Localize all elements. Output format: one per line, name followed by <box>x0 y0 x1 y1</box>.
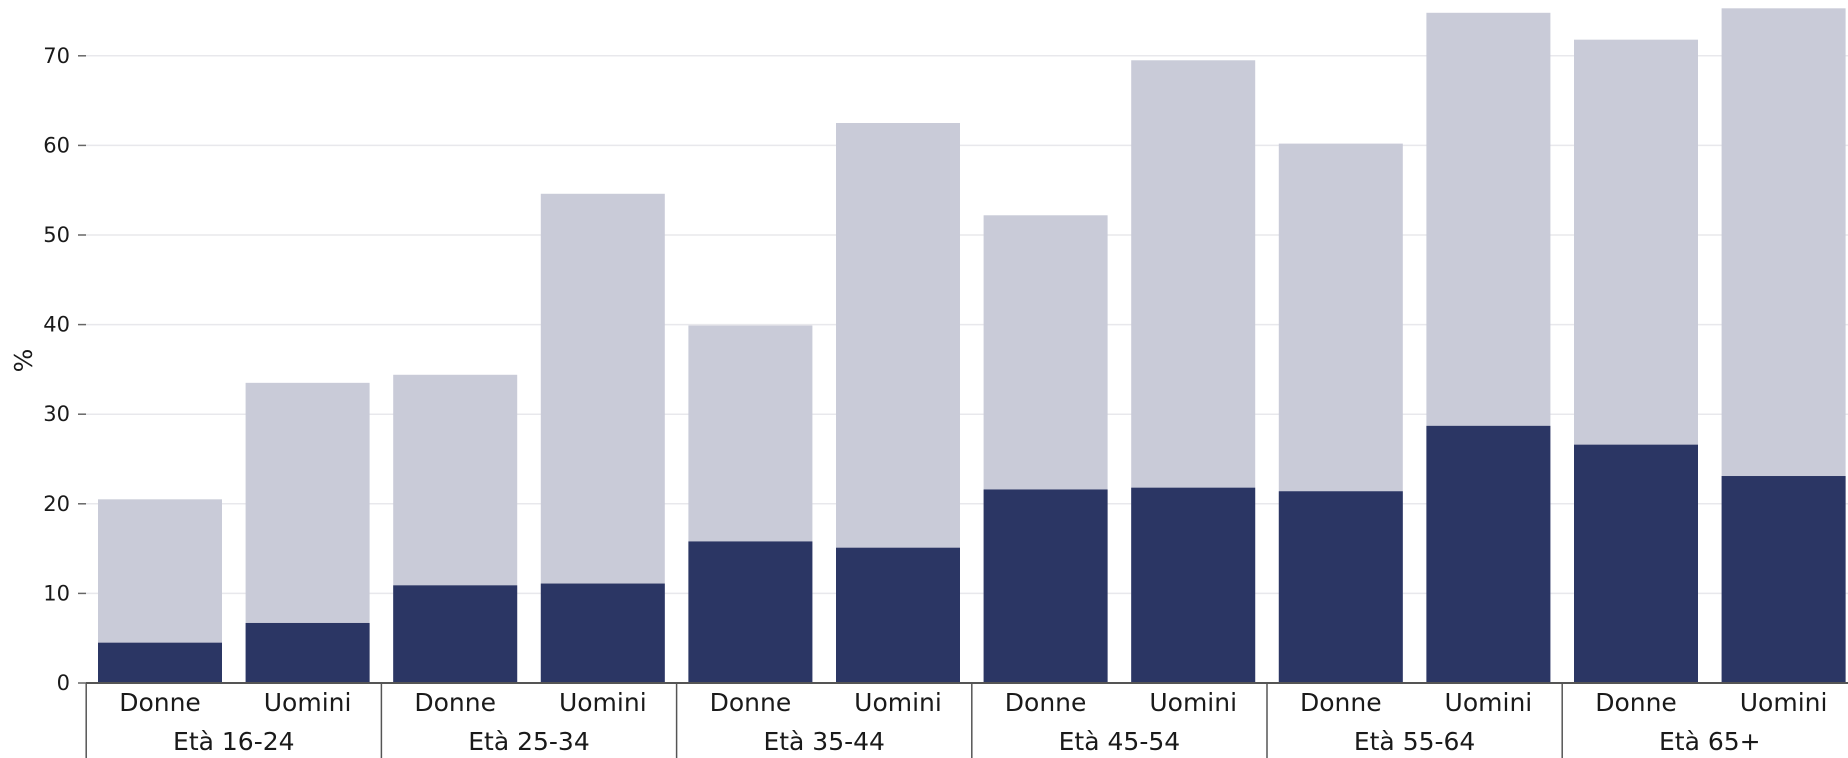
bar-subset <box>1721 476 1846 683</box>
axes <box>85 682 1848 758</box>
x-category-label: Uomini <box>854 688 942 717</box>
x-category-labels: Donne Uomini Donne Uomini Donne Uomini Donne Uo… <box>119 688 1827 717</box>
y-tick-label: 50 <box>43 223 70 247</box>
x-category-label: Donne <box>414 688 496 717</box>
x-group-label: Età 16-24 <box>173 727 295 756</box>
bar-subset <box>98 642 222 683</box>
x-category-label: Uomini <box>1149 688 1237 717</box>
bar-subset <box>836 547 960 683</box>
y-tick-label: 10 <box>43 581 70 605</box>
bar-subset <box>1574 444 1698 683</box>
bar-subset <box>540 583 665 683</box>
x-category-label: Uomini <box>559 688 647 717</box>
x-category-label: Donne <box>119 688 201 717</box>
gridlines <box>86 55 1848 595</box>
y-tick-label: 0 <box>57 671 70 695</box>
bar-subset <box>393 585 518 683</box>
bar-subset <box>1426 425 1551 683</box>
x-category-label: Uomini <box>264 688 352 717</box>
bar-subset <box>983 489 1108 683</box>
x-group-label: Età 65+ <box>1659 727 1761 756</box>
bar-subset <box>1131 487 1256 683</box>
x-category-label: Donne <box>1005 688 1087 717</box>
x-group-label: Età 35-44 <box>763 727 885 756</box>
bar-subset <box>1278 491 1403 683</box>
bars <box>98 8 1846 684</box>
x-category-label: Donne <box>1300 688 1382 717</box>
y-tick-label: 70 <box>43 44 70 68</box>
y-tick-label: 40 <box>43 313 70 337</box>
x-group-label: Età 55-64 <box>1354 727 1476 756</box>
y-tick-label: 60 <box>43 133 70 157</box>
bar-subset <box>245 622 370 683</box>
bar-subset <box>688 541 813 683</box>
x-group-label: Età 25-34 <box>468 727 590 756</box>
x-group-label: Età 45-54 <box>1059 727 1181 756</box>
x-category-label: Uomini <box>1740 688 1828 717</box>
y-axis-label: % <box>9 349 38 373</box>
x-category-label: Donne <box>710 688 792 717</box>
x-category-label: Uomini <box>1445 688 1533 717</box>
x-group-labels: Età 16-24 Età 25-34 Età 35-44 Età 45-54 Età … <box>173 727 1761 756</box>
y-tick-label: 30 <box>43 402 70 426</box>
x-category-label: Donne <box>1595 688 1677 717</box>
y-tick-labels: 0 10 20 30 40 50 60 70 <box>43 44 86 695</box>
y-tick-label: 20 <box>43 492 70 516</box>
